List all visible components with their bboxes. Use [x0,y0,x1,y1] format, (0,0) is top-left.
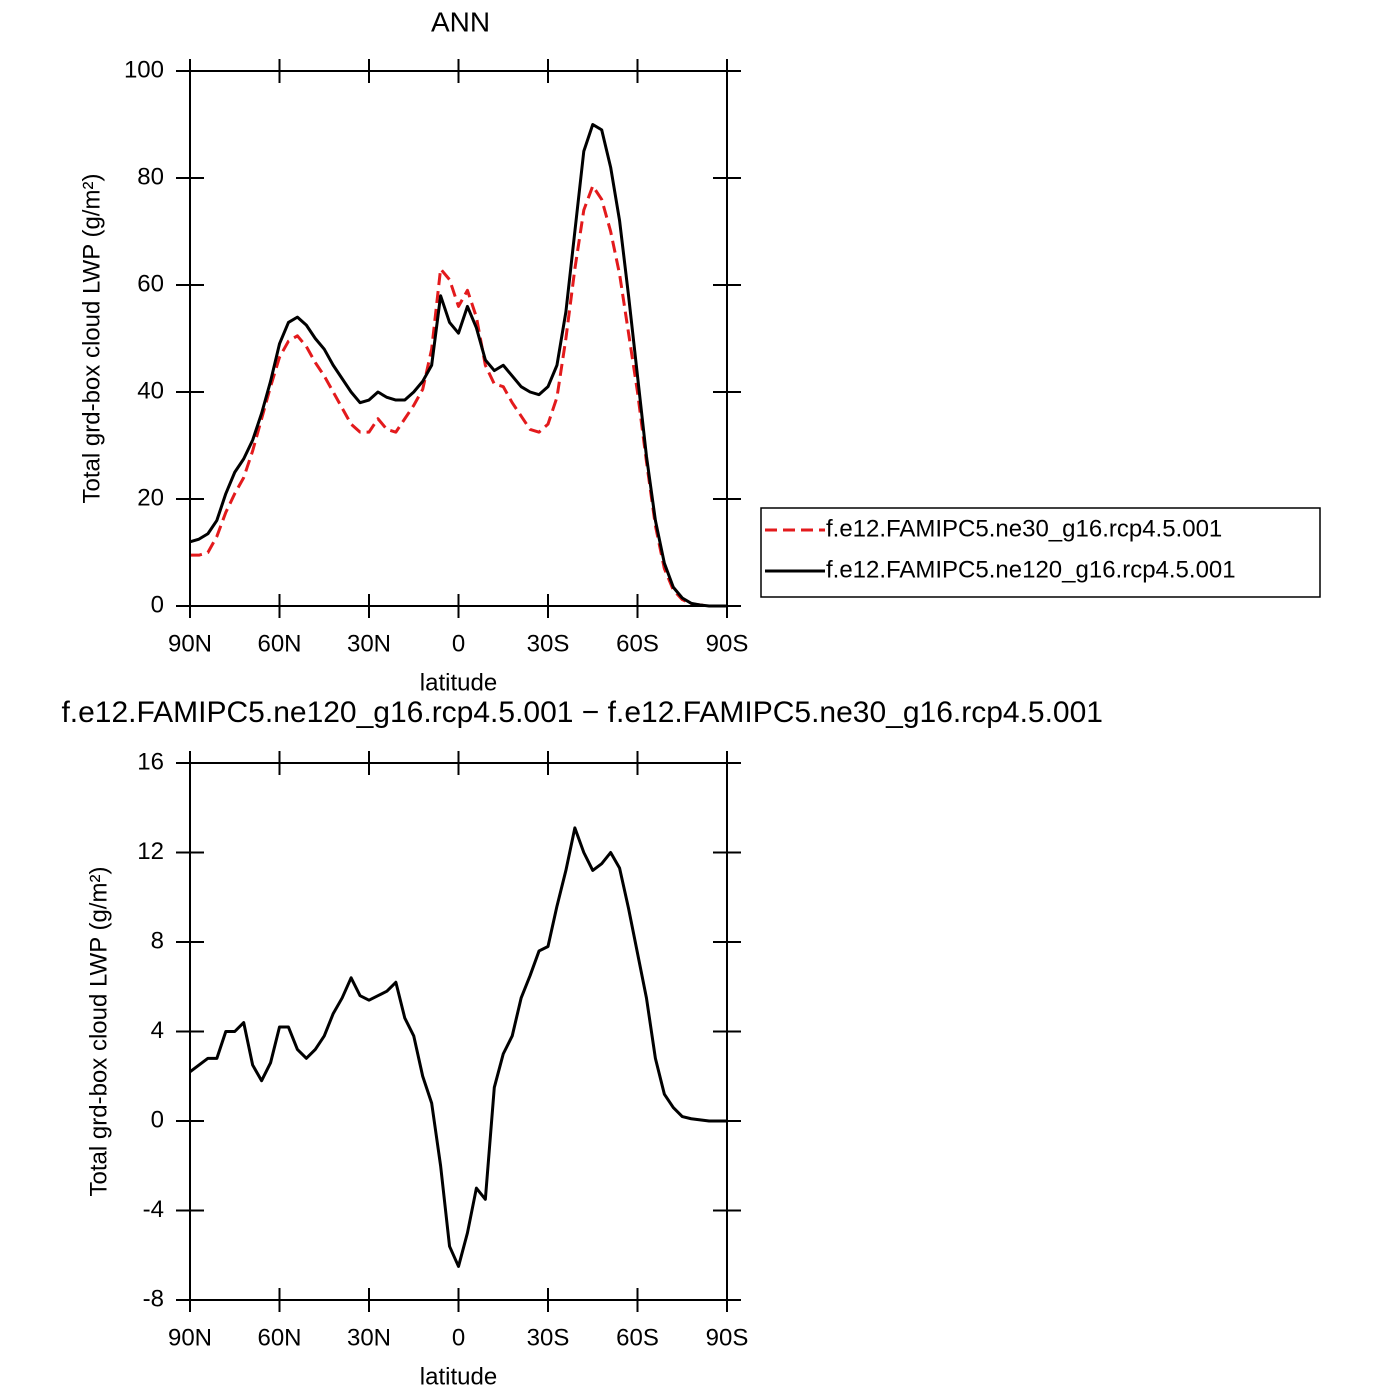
legend-box [760,507,1321,598]
legend-label: f.e12.FAMIPC5.ne30_g16.rcp4.5.001 [826,515,1222,542]
x-tick-label: 60N [257,630,301,657]
x-tick-label: 30N [347,630,391,657]
x-tick-label: 90N [168,630,212,657]
y-tick-label: 4 [151,1017,164,1044]
y-tick-label: 60 [137,270,164,297]
y-tick-label: 40 [137,377,164,404]
data-line [189,123,727,608]
y-tick-label: -4 [143,1196,164,1223]
y-tick-label: 0 [151,1106,164,1133]
plot-frame [189,70,728,607]
y-tick-label: 100 [124,56,164,83]
x-tick-label: 60N [257,1324,301,1351]
x-tick-label: 60S [616,1324,659,1351]
y-tick-label: 12 [137,838,164,865]
y-tick-label: 8 [151,927,164,954]
x-tick-label: 30N [347,1324,391,1351]
y-tick-label: 20 [137,484,164,511]
data-line [189,826,727,1268]
y-tick-label: 80 [137,163,164,190]
x-tick-label: 0 [452,1324,465,1351]
x-tick-label: 60S [616,630,659,657]
y-axis-label: Total grd-box cloud LWP (g/m²) [85,867,112,1197]
y-tick-label: 16 [137,748,164,775]
data-line [190,184,727,608]
y-axis-label: Total grd-box cloud LWP (g/m²) [78,174,105,504]
x-tick-label: 30S [527,1324,570,1351]
x-axis-label: latitude [420,1363,497,1390]
y-tick-label: -8 [143,1285,164,1312]
x-tick-label: 30S [527,630,570,657]
plot-frame [189,762,728,1301]
x-tick-label: 90S [706,1324,749,1351]
legend-label: f.e12.FAMIPC5.ne120_g16.rcp4.5.001 [826,556,1236,583]
x-axis-label: latitude [420,669,497,696]
chart-title: ANN [431,6,490,37]
x-tick-label: 0 [452,630,465,657]
y-tick-label: 0 [151,591,164,618]
x-tick-label: 90S [706,630,749,657]
chart-title: f.e12.FAMIPC5.ne120_g16.rcp4.5.001 − f.e… [61,696,1103,729]
x-tick-label: 90N [168,1324,212,1351]
